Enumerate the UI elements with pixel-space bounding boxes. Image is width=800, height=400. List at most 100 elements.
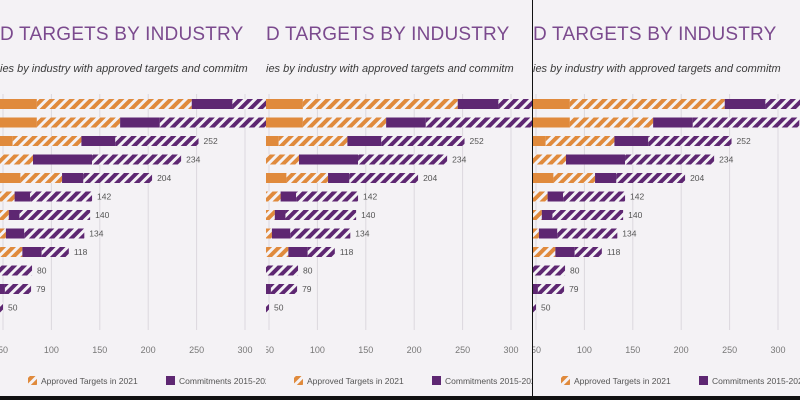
bar-segment-hatched-orange [266, 247, 289, 257]
bar-segment-hatched-purple [0, 265, 33, 276]
legend-label: Commitments 2015-202 [712, 376, 800, 386]
bar-segment-hatched-orange [0, 210, 9, 220]
bar-segment-solid-orange [0, 136, 13, 146]
tile-divider [532, 0, 533, 400]
bar-total-label: 118 [74, 247, 88, 257]
x-tick-label: 200 [674, 345, 689, 355]
bar-segment-solid-purple [541, 210, 553, 220]
bar-segment-hatched-purple [290, 228, 351, 239]
bar-segment-hatched-purple [24, 228, 85, 239]
bar-segment-hatched-purple [648, 136, 732, 146]
bar-total-label: 204 [423, 173, 437, 183]
bar-total-label: 234 [719, 155, 733, 165]
hatched-orange-swatch-icon [294, 376, 303, 385]
bar-total-label: 142 [630, 192, 644, 202]
bar-segment-hatched-purple [552, 210, 624, 220]
x-tick-label: 250 [189, 345, 204, 355]
bar-segment-solid-orange [0, 173, 21, 183]
bar-segment-solid-purple [299, 154, 359, 165]
x-tick-label: 250 [455, 345, 470, 355]
bar-segment-solid-orange [0, 99, 37, 109]
bar-segment-solid-purple [386, 117, 426, 128]
legend: Approved Targets in 2021 Commitments 2015… [28, 376, 266, 386]
bar-segment-hatched-purple [83, 173, 153, 183]
bar-segment-solid-purple [33, 154, 93, 165]
bar-segment-hatched-orange [533, 191, 548, 202]
legend-label: Commitments 2015-202 [445, 376, 532, 386]
bar-segment-hatched-purple [41, 247, 69, 257]
chart-title: D TARGETS BY INDUSTRY [533, 24, 777, 45]
bar-segment-solid-purple [614, 136, 649, 146]
bar-segment-solid-orange [533, 173, 554, 183]
bar-segment-hatched-orange [545, 136, 615, 146]
x-tick-label: 150 [625, 345, 640, 355]
bar-segment-solid-purple [538, 228, 558, 239]
bar-segment-solid-purple [280, 191, 297, 202]
chart-title: D TARGETS BY INDUSTRY [266, 24, 510, 45]
chart-subtitle: ies by industry with approved targets an… [533, 63, 781, 75]
bar-total-label: 50 [8, 303, 18, 313]
bar-segment-solid-purple [8, 210, 20, 220]
bar-segment-hatched-purple [30, 191, 93, 202]
x-tick-label: 150 [358, 345, 373, 355]
bar-segment-hatched-orange [0, 228, 6, 239]
bar-segment-solid-purple [328, 173, 350, 183]
bar-segment-solid-orange [533, 136, 546, 146]
bar-total-label: 252 [470, 136, 484, 146]
bar-total-label: 234 [452, 155, 466, 165]
bar-segment-solid-purple [566, 154, 626, 165]
bar-total-label: 80 [303, 266, 313, 276]
bar-total-label: 118 [340, 247, 354, 257]
bar-segment-hatched-orange [0, 247, 23, 257]
bar-segment-hatched-orange [0, 154, 34, 165]
bar-segment-hatched-purple [574, 247, 602, 257]
bar-segment-hatched-purple [4, 284, 32, 294]
bar-segment-hatched-purple [557, 228, 618, 239]
bar-segment-hatched-purple [270, 284, 298, 294]
bar-segment-hatched-purple [563, 191, 626, 202]
bar-segment-hatched-orange [533, 228, 539, 239]
bar-total-label: 142 [363, 192, 377, 202]
bar-total-label: 79 [302, 284, 312, 294]
bar-segment-hatched-orange [286, 173, 329, 183]
bar-segment-hatched-orange [266, 154, 300, 165]
bar-segment-solid-orange [533, 117, 570, 128]
bar-total-label: 80 [570, 266, 580, 276]
legend-label: Commitments 2015-202 [179, 376, 266, 386]
legend: Approved Targets in 2021 Commitments 2015… [294, 376, 532, 386]
bar-segment-hatched-purple [159, 117, 266, 128]
bar-segment-solid-purple [22, 247, 42, 257]
bar-segment-hatched-purple [616, 173, 686, 183]
bar-total-label: 134 [622, 229, 636, 239]
bar-segment-hatched-purple [537, 284, 565, 294]
bar-segment-hatched-orange [533, 210, 542, 220]
bar-segment-solid-purple [14, 191, 31, 202]
bar-total-label: 204 [157, 173, 171, 183]
bar-segment-solid-purple [271, 228, 291, 239]
bar-segment-hatched-purple [307, 247, 335, 257]
bar-segment-solid-purple [653, 117, 693, 128]
bar-segment-hatched-purple [381, 136, 465, 146]
bar-segment-solid-purple [266, 284, 271, 294]
bar-segment-hatched-orange [12, 136, 82, 146]
bar-total-label: 140 [95, 210, 109, 220]
bar-segment-solid-purple [724, 99, 766, 109]
bar-segment-solid-purple [595, 173, 617, 183]
purple-square-swatch-icon [432, 376, 441, 385]
bar-total-label: 50 [274, 303, 284, 313]
bar-segment-hatched-purple [232, 99, 266, 109]
x-tick-label: 150 [92, 345, 107, 355]
bar-segment-hatched-orange [302, 99, 458, 109]
bar-segment-hatched-orange [266, 228, 272, 239]
bar-segment-hatched-purple [425, 117, 532, 128]
bar-segment-solid-purple [62, 173, 84, 183]
bar-segment-hatched-orange [0, 191, 15, 202]
bar-total-label: 140 [628, 210, 642, 220]
bottom-border [0, 396, 800, 400]
legend-label: Approved Targets in 2021 [574, 376, 671, 386]
bar-segment-solid-purple [81, 136, 116, 146]
x-tick-label: 50 [533, 345, 541, 355]
bar-segment-hatched-orange [20, 173, 63, 183]
